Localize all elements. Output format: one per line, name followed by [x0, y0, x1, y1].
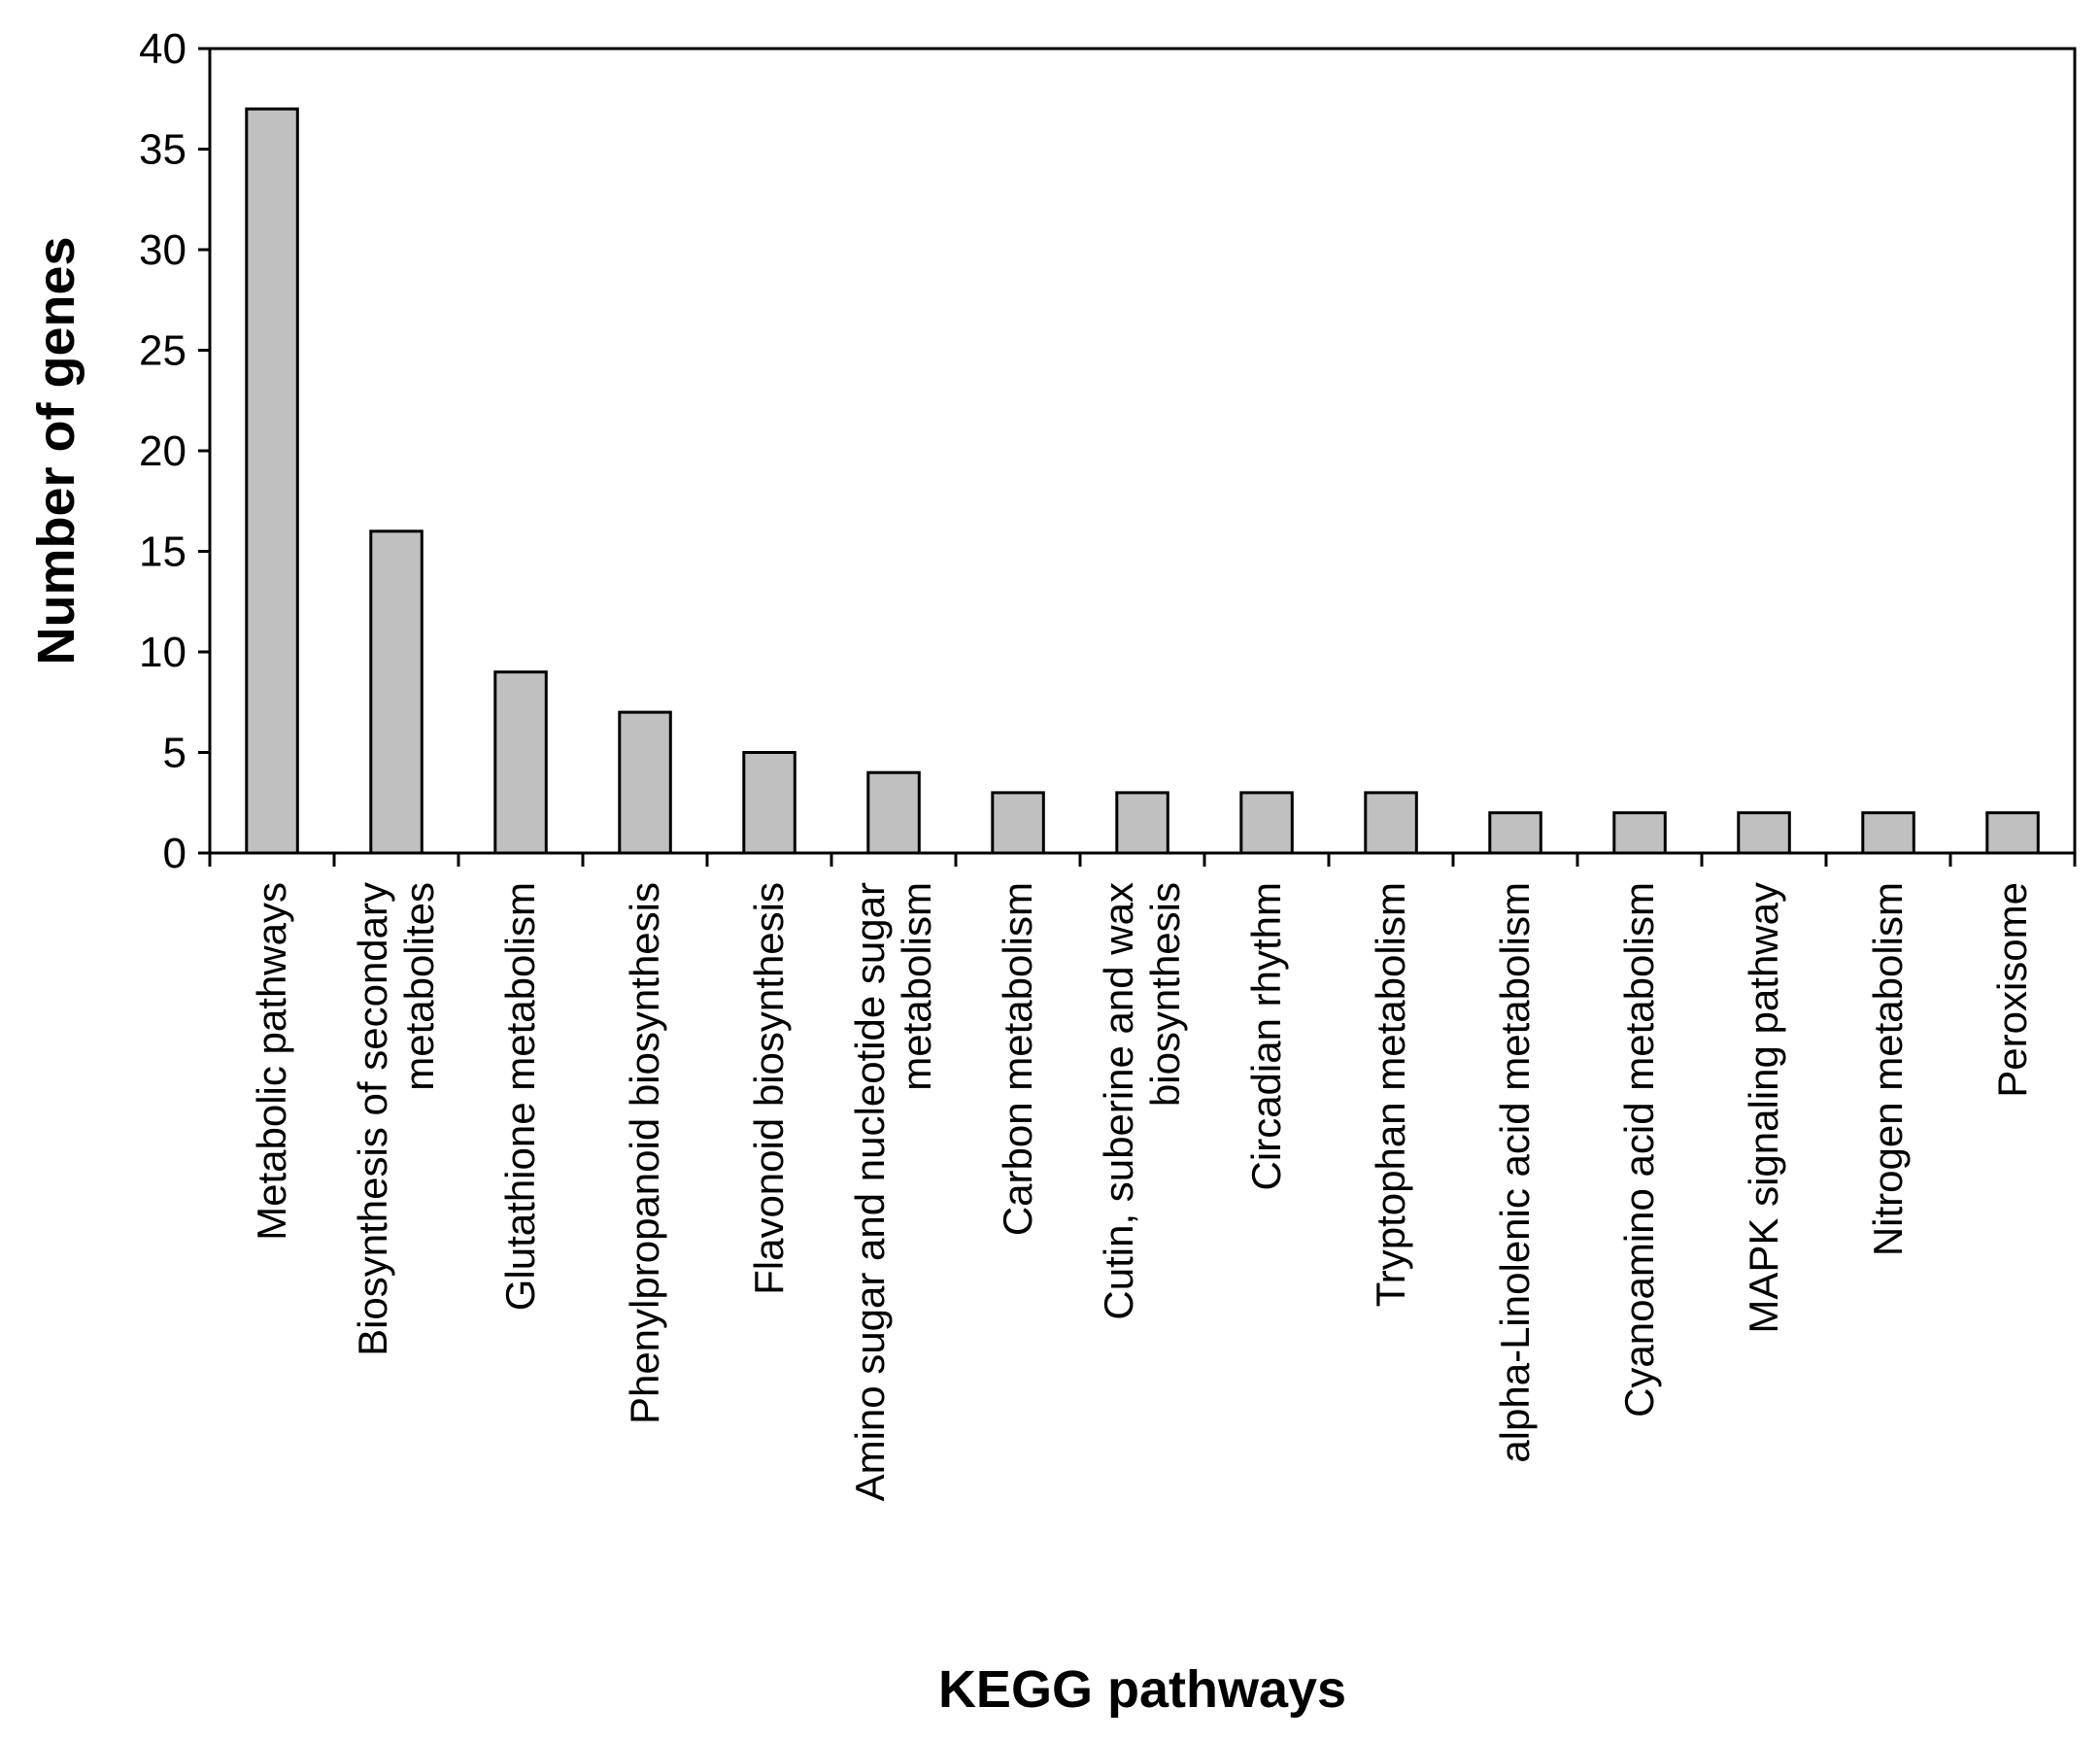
y-tick-label: 20	[139, 427, 186, 475]
x-category-label-line: Cyanoamino acid metabolism	[1616, 882, 1662, 1417]
x-category-label-line: Flavonoid biosynthesis	[746, 882, 792, 1295]
bar-7	[991, 791, 1045, 855]
bar-3	[493, 670, 548, 855]
x-category-label: Circadian rhythm	[1243, 882, 1289, 1190]
x-category-label: Biosynthesis of secondary metabolites	[350, 882, 442, 1356]
x-category-label-line: metabolism	[894, 882, 939, 1091]
x-category-label-line: Biosynthesis of secondary	[350, 882, 395, 1356]
x-category-label: alpha-Linolenic acid metabolism	[1492, 882, 1538, 1463]
bar-12	[1612, 811, 1667, 855]
x-category-label: Cutin, suberine and wax biosynthesis	[1096, 882, 1188, 1320]
x-category-label: Phenylpropanoid biosynthesis	[622, 882, 667, 1424]
y-tick-label: 10	[139, 629, 186, 676]
bars-layer	[245, 107, 2040, 855]
bar-2	[369, 529, 423, 855]
x-axis-title: KEGG pathways	[938, 1660, 1346, 1719]
x-category-label-line: MAPK signaling pathway	[1741, 882, 1786, 1334]
x-category-label: Carbon metabolism	[995, 882, 1040, 1236]
y-tick-label: 0	[163, 830, 186, 877]
bar-6	[866, 770, 921, 855]
x-category-label: Peroxisome	[1989, 882, 2035, 1098]
bar-11	[1488, 811, 1542, 855]
x-category-label-line: Tryptophan metabolism	[1368, 882, 1413, 1307]
y-axis: 0 5 10 15 20 25 30 35 40	[139, 25, 210, 877]
x-category-label-line: Peroxisome	[1989, 882, 2035, 1098]
x-category-label-line: biosynthesis	[1142, 882, 1188, 1107]
x-category-label: MAPK signaling pathway	[1741, 882, 1786, 1334]
x-category-label-line: Circadian rhythm	[1243, 882, 1289, 1190]
x-category-label: Nitrogen metabolism	[1865, 882, 1911, 1256]
x-axis: Metabolic pathways Biosynthesis of second…	[208, 853, 2077, 1501]
x-category-label: Amino sugar and nucleotide sugar metaboli…	[847, 882, 939, 1501]
y-tick-label: 35	[139, 126, 186, 174]
y-tick-label: 5	[163, 730, 186, 777]
bar-15	[1985, 811, 2040, 855]
bar-4	[618, 710, 672, 855]
bar-5	[742, 751, 796, 855]
x-category-label: Metabolic pathways	[249, 882, 294, 1241]
x-category-label-line: alpha-Linolenic acid metabolism	[1492, 882, 1538, 1463]
y-tick-label: 30	[139, 226, 186, 274]
x-category-label: Tryptophan metabolism	[1368, 882, 1413, 1307]
x-category-label-line: Metabolic pathways	[249, 882, 294, 1241]
x-category-label-line: Carbon metabolism	[995, 882, 1040, 1236]
x-category-label-line: Cutin, suberine and wax	[1096, 882, 1141, 1320]
plot-area-frame	[208, 47, 2077, 855]
x-category-label-line: metabolites	[396, 882, 442, 1091]
bar-8	[1115, 791, 1169, 855]
y-tick-label: 25	[139, 327, 186, 375]
bar-9	[1239, 791, 1294, 855]
bar-1	[245, 107, 299, 855]
x-category-label-line: Phenylpropanoid biosynthesis	[622, 882, 667, 1424]
y-axis-title: Number of genes	[27, 236, 85, 665]
x-category-label: Flavonoid biosynthesis	[746, 882, 792, 1295]
x-category-label-line: Glutathione metabolism	[497, 882, 543, 1311]
x-category-label-line: Nitrogen metabolism	[1865, 882, 1911, 1256]
x-category-label-line: Amino sugar and nucleotide sugar	[847, 882, 893, 1501]
bar-14	[1861, 811, 1915, 855]
x-category-label: Cyanoamino acid metabolism	[1616, 882, 1662, 1417]
x-category-label: Glutathione metabolism	[497, 882, 543, 1311]
y-tick-label: 40	[139, 25, 186, 73]
bar-13	[1737, 811, 1791, 855]
y-tick-label: 15	[139, 529, 186, 576]
bar-10	[1364, 791, 1418, 855]
